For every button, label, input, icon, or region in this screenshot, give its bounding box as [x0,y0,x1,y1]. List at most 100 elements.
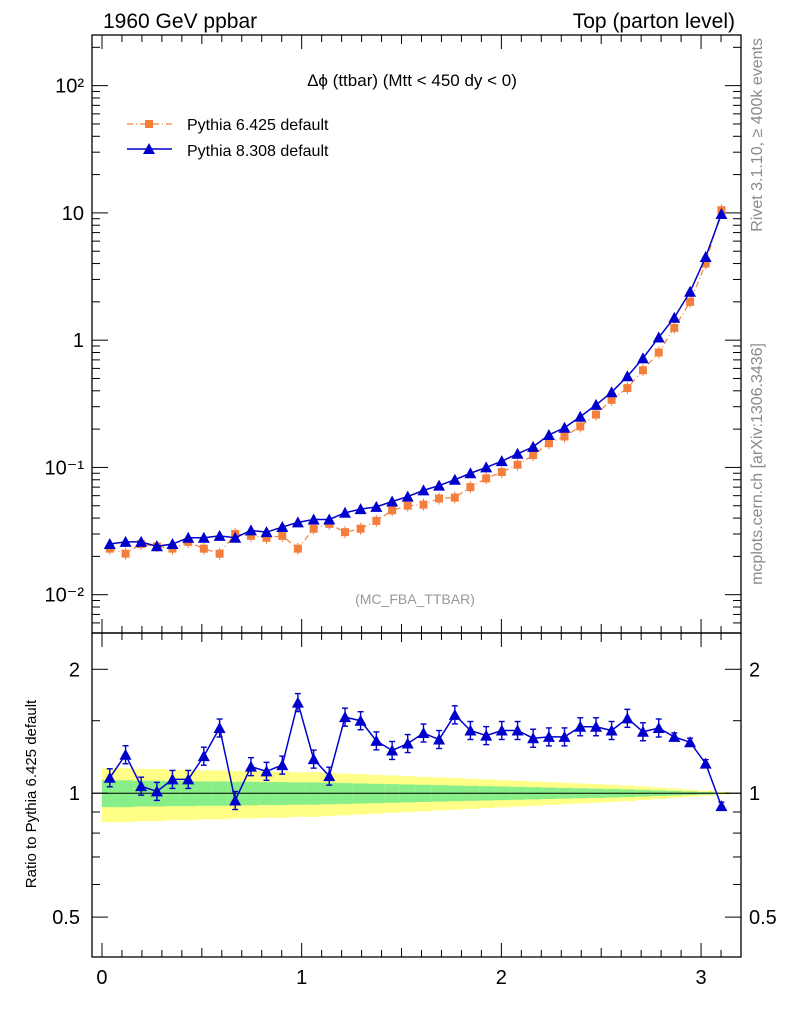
ratio-marker-pythia8 [448,708,461,720]
ratio-y-tick-label-right: 0.5 [749,907,777,929]
ratio-marker-pythia8 [699,757,712,769]
y-tick-label: 10⁻² [45,585,85,607]
ratio-uncertainty-bands [101,768,730,823]
marker-pythia8 [260,526,273,538]
marker-pythia8 [276,521,289,533]
y-tick-label: 10⁻¹ [45,457,85,479]
series-line-pythia8 [109,213,723,548]
marker-pythia6 [560,432,569,441]
ratio-marker-pythia8 [135,780,148,792]
ratio-panel: 0.5 0.5 1 1 2 2 0 1 2 3 [52,632,777,989]
marker-pythia6 [246,531,255,540]
ratio-marker-pythia8 [323,770,336,782]
ratio-marker-pythia8 [276,759,289,771]
marker-pythia6 [686,297,695,306]
marker-pythia6 [497,468,506,477]
marker-pythia6 [372,516,381,525]
ratio-marker-pythia8 [354,714,367,726]
ratio-marker-pythia8 [511,724,524,736]
marker-pythia8 [119,535,132,547]
ratio-marker-pythia8 [150,785,163,797]
marker-pythia8 [636,352,649,364]
marker-pythia8 [229,531,242,543]
ratio-ylabel: Ratio to Pythia 6.425 default [23,699,40,888]
ratio-y-tick-label: 1 [69,783,80,805]
ratio-marker-pythia8 [527,732,540,744]
plot-title: Δϕ (ttbar) (Mtt < 450 dy < 0) [307,71,517,90]
marker-pythia6 [544,439,553,448]
marker-pythia8 [339,506,352,518]
band-inner-green [117,780,134,808]
marker-pythia6 [529,451,538,460]
marker-pythia6 [388,506,397,515]
marker-pythia6 [419,500,428,509]
marker-pythia8 [605,386,618,398]
y-tick-label: 1 [73,330,84,352]
ratio-marker-pythia8 [684,736,697,748]
marker-pythia8 [668,311,681,323]
marker-pythia6 [638,366,647,375]
ratio-y-tick-label-right: 1 [749,783,760,805]
marker-pythia6 [293,544,302,553]
analysis-tag: (MC_FBA_TTBAR) [355,591,475,607]
x-tick-label: 3 [695,967,706,989]
ratio-marker-pythia8 [370,734,383,746]
ratio-y-tick-label: 0.5 [52,907,80,929]
marker-pythia8 [542,428,555,440]
marker-pythia8 [684,285,697,297]
main-axes: 10⁻² 10⁻¹ 1 10 10² [45,34,742,634]
marker-pythia6 [450,493,459,502]
marker-pythia6 [607,395,616,404]
ratio-marker-pythia8 [417,727,430,739]
marker-pythia8 [370,500,383,512]
ratio-marker-pythia8 [590,720,603,732]
marker-pythia8 [495,455,508,467]
marker-pythia8 [323,513,336,525]
legend-marker-pythia8 [143,143,155,154]
marker-pythia6 [670,323,679,332]
marker-pythia6 [435,494,444,503]
x-tick-label: 2 [496,967,507,989]
ratio-marker-pythia8 [244,760,257,772]
ratio-marker-pythia8 [558,730,571,742]
marker-pythia6 [215,549,224,558]
marker-pythia6 [403,501,412,510]
ratio-marker-pythia8 [213,722,226,734]
x-tick-label: 1 [296,967,307,989]
ratio-marker-pythia8 [715,800,728,812]
ratio-marker-pythia8 [433,733,446,745]
marker-pythia8 [511,447,524,459]
marker-pythia6 [278,531,287,540]
marker-pythia8 [464,467,477,479]
marker-pythia6 [356,524,365,533]
ratio-marker-pythia8 [542,730,555,742]
marker-pythia6 [592,410,601,419]
marker-pythia8 [197,531,210,543]
ratio-line-pythia8 [109,699,723,807]
legend: Pythia 6.425 default Pythia 8.308 defaul… [127,117,329,160]
marker-pythia6 [513,460,522,469]
series-line-pythia6 [109,210,723,555]
ratio-marker-pythia8 [260,765,273,777]
ratio-marker-pythia8 [574,720,587,732]
header-left: 1960 GeV ppbar [103,10,257,33]
marker-pythia8 [150,540,163,552]
marker-pythia8 [291,516,304,528]
source-note: mcplots.cern.ch [arXiv:1306.3436] [749,343,766,585]
header-right: Top (parton level) [573,10,735,33]
marker-pythia8 [527,440,540,452]
ratio-marker-pythia8 [668,730,681,742]
marker-pythia6 [262,533,271,542]
marker-pythia8 [699,251,712,263]
main-frame [91,34,742,634]
rivet-note: Rivet 3.1.10, ≥ 400k events [749,38,766,232]
marker-pythia8 [213,529,226,541]
y-tick-label: 10² [55,76,84,98]
ratio-marker-pythia8 [605,724,618,736]
marker-pythia8 [244,524,257,536]
ratio-marker-pythia8 [401,737,414,749]
ratio-marker-pythia8 [197,750,210,762]
marker-pythia6 [121,549,130,558]
marker-pythia8 [166,538,179,550]
ratio-marker-pythia8 [103,771,116,783]
